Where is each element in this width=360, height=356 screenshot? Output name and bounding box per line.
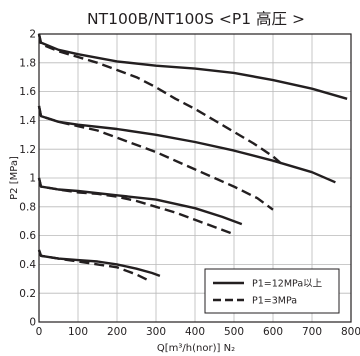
x-axis-ticks: 0 100 200 300 400 500 600 700 800 <box>36 326 360 338</box>
legend: P1=12MPa以上 P1=3MPa <box>204 268 340 314</box>
series-lines <box>37 33 348 282</box>
y-axis-ticks: 0 0.2 0.4 0.6 0.8 1 1.2 1.4 1.6 1.8 2 <box>19 29 36 329</box>
y-tick-label: 0.4 <box>19 259 36 271</box>
y-tick-label: 0.2 <box>19 288 36 300</box>
x-tick-label: 0 <box>36 326 43 338</box>
y-tick-label: 1.2 <box>19 144 36 156</box>
series-line-dashed-2 <box>37 33 286 168</box>
y-tick-label: 1.6 <box>19 86 36 98</box>
y-tick-label: 1 <box>29 173 36 185</box>
y-tick-label: 0.8 <box>19 201 36 213</box>
series-line-dashed-1-5 <box>37 105 274 211</box>
series-line-dashed-1 <box>37 177 235 236</box>
series-line-solid-1-5 <box>37 105 336 184</box>
x-tick-label: 200 <box>107 326 127 338</box>
x-tick-label: 400 <box>185 326 205 338</box>
x-tick-label: 800 <box>341 326 360 338</box>
x-tick-label: 100 <box>68 326 88 338</box>
y-tick-label: 0.6 <box>19 230 36 242</box>
y-tick-label: 2 <box>29 29 36 41</box>
y-tick-label: 1.4 <box>19 115 36 127</box>
y-tick-label: 0 <box>29 317 36 329</box>
x-tick-label: 700 <box>302 326 322 338</box>
y-axis-label: P2 [MPa] <box>9 156 20 200</box>
x-tick-label: 500 <box>224 326 244 338</box>
series-line-solid-1 <box>37 177 243 226</box>
legend-label-dashed: P1=3MPa <box>252 296 297 307</box>
x-tick-label: 300 <box>146 326 166 338</box>
series-line-dashed-0-5 <box>37 249 149 282</box>
legend-label-solid: P1=12MPa以上 <box>252 279 323 290</box>
x-tick-label: 600 <box>263 326 283 338</box>
legend-box <box>204 268 340 314</box>
chart-title: NT100B/NT100S <P1 高圧 > <box>87 10 305 28</box>
y-tick-label: 1.8 <box>19 57 36 69</box>
series-line-solid-0-5 <box>37 249 161 278</box>
series-line-solid-2 <box>37 33 348 100</box>
x-axis-label: Q[m³/h(nor)] N₂ <box>157 343 235 354</box>
